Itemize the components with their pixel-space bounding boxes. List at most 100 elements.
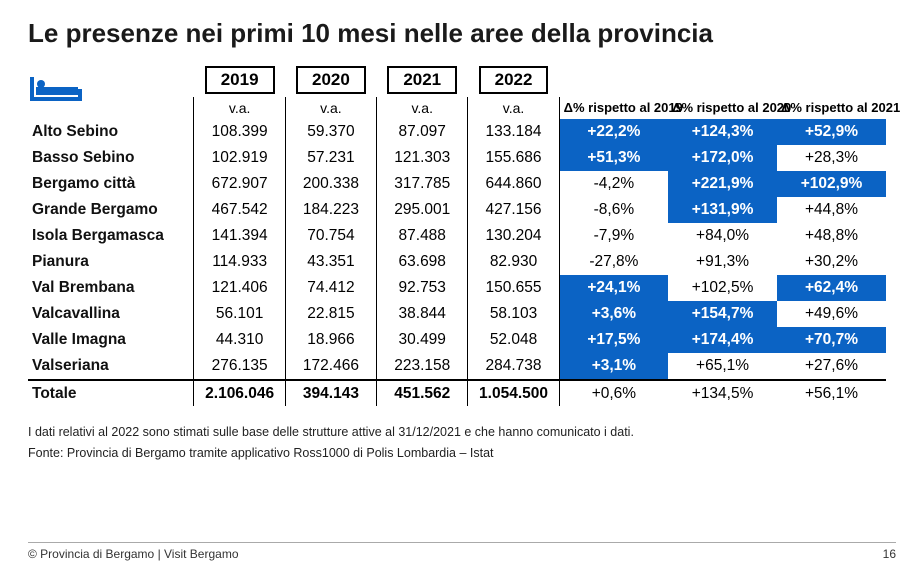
- bed-icon: [28, 92, 86, 109]
- value-cell: 467.542: [194, 197, 285, 223]
- sub-va: v.a.: [194, 97, 285, 119]
- value-cell: 317.785: [377, 171, 468, 197]
- table-row: Valle Imagna44.31018.96630.49952.048+17,…: [28, 327, 886, 353]
- value-cell: 133.184: [468, 119, 559, 145]
- value-cell: 87.097: [377, 119, 468, 145]
- value-cell: 150.655: [468, 275, 559, 301]
- header-row-years: 2019 2020 2021 2022: [28, 63, 886, 97]
- delta-cell: +174,4%: [668, 327, 777, 353]
- delta-cell: +44,8%: [777, 197, 886, 223]
- table-row: Valseriana276.135172.466223.158284.738+3…: [28, 353, 886, 380]
- table-row: Val Brembana121.40674.41292.753150.655+2…: [28, 275, 886, 301]
- value-cell: 108.399: [194, 119, 285, 145]
- delta-header-2020: Δ% rispetto al 2020: [668, 97, 777, 119]
- value-cell: 184.223: [285, 197, 376, 223]
- delta-cell: +102,9%: [777, 171, 886, 197]
- sub-va: v.a.: [468, 97, 559, 119]
- total-2022: 1.054.500: [468, 380, 559, 406]
- value-cell: 427.156: [468, 197, 559, 223]
- footnote-estimate: I dati relativi al 2022 sono stimati sul…: [28, 422, 886, 443]
- value-cell: 38.844: [377, 301, 468, 327]
- table-row: Pianura114.93343.35163.69882.930-27,8%+9…: [28, 249, 886, 275]
- delta-cell: +48,8%: [777, 223, 886, 249]
- value-cell: 172.466: [285, 353, 376, 380]
- delta-cell: +3,6%: [559, 301, 668, 327]
- year-2020: 2020: [296, 66, 366, 94]
- delta-header-2019: Δ% rispetto al 2019: [559, 97, 668, 119]
- value-cell: 121.303: [377, 145, 468, 171]
- value-cell: 130.204: [468, 223, 559, 249]
- delta-cell: +172,0%: [668, 145, 777, 171]
- row-label: Val Brembana: [28, 275, 194, 301]
- value-cell: 18.966: [285, 327, 376, 353]
- year-2021: 2021: [387, 66, 457, 94]
- sub-va: v.a.: [285, 97, 376, 119]
- total-2020: 394.143: [285, 380, 376, 406]
- row-label: Valcavallina: [28, 301, 194, 327]
- row-label: Valseriana: [28, 353, 194, 380]
- table-row: Isola Bergamasca141.39470.75487.488130.2…: [28, 223, 886, 249]
- value-cell: 141.394: [194, 223, 285, 249]
- table-row: Basso Sebino102.91957.231121.303155.686+…: [28, 145, 886, 171]
- total-d2019: +0,6%: [559, 380, 668, 406]
- delta-cell: +221,9%: [668, 171, 777, 197]
- total-2019: 2.106.046: [194, 380, 285, 406]
- value-cell: 276.135: [194, 353, 285, 380]
- total-d2021: +56,1%: [777, 380, 886, 406]
- table-row: Valcavallina56.10122.81538.84458.103+3,6…: [28, 301, 886, 327]
- delta-cell: -7,9%: [559, 223, 668, 249]
- delta-cell: +52,9%: [777, 119, 886, 145]
- value-cell: 56.101: [194, 301, 285, 327]
- delta-cell: +124,3%: [668, 119, 777, 145]
- data-table: 2019 2020 2021 2022 v.a. v.a. v.a. v.a. …: [28, 63, 886, 406]
- value-cell: 30.499: [377, 327, 468, 353]
- value-cell: 82.930: [468, 249, 559, 275]
- total-label: Totale: [28, 380, 194, 406]
- value-cell: 22.815: [285, 301, 376, 327]
- sub-va: v.a.: [377, 97, 468, 119]
- footnote-source: Fonte: Provincia di Bergamo tramite appl…: [28, 443, 886, 464]
- delta-cell: +91,3%: [668, 249, 777, 275]
- value-cell: 200.338: [285, 171, 376, 197]
- value-cell: 59.370: [285, 119, 376, 145]
- page-number: 16: [883, 547, 896, 561]
- copyright: © Provincia di Bergamo | Visit Bergamo: [28, 547, 239, 561]
- value-cell: 155.686: [468, 145, 559, 171]
- value-cell: 74.412: [285, 275, 376, 301]
- row-label: Grande Bergamo: [28, 197, 194, 223]
- value-cell: 87.488: [377, 223, 468, 249]
- value-cell: 92.753: [377, 275, 468, 301]
- delta-cell: +62,4%: [777, 275, 886, 301]
- delta-cell: +28,3%: [777, 145, 886, 171]
- delta-cell: +84,0%: [668, 223, 777, 249]
- delta-cell: +27,6%: [777, 353, 886, 380]
- delta-cell: +70,7%: [777, 327, 886, 353]
- delta-cell: +24,1%: [559, 275, 668, 301]
- year-2019: 2019: [205, 66, 275, 94]
- delta-cell: +22,2%: [559, 119, 668, 145]
- table-row: Grande Bergamo467.542184.223295.001427.1…: [28, 197, 886, 223]
- value-cell: 63.698: [377, 249, 468, 275]
- value-cell: 52.048: [468, 327, 559, 353]
- delta-cell: +102,5%: [668, 275, 777, 301]
- delta-cell: +154,7%: [668, 301, 777, 327]
- total-d2020: +134,5%: [668, 380, 777, 406]
- delta-cell: -4,2%: [559, 171, 668, 197]
- delta-cell: -8,6%: [559, 197, 668, 223]
- value-cell: 70.754: [285, 223, 376, 249]
- table-row: Alto Sebino108.39959.37087.097133.184+22…: [28, 119, 886, 145]
- row-label: Valle Imagna: [28, 327, 194, 353]
- row-label: Basso Sebino: [28, 145, 194, 171]
- value-cell: 121.406: [194, 275, 285, 301]
- delta-cell: -27,8%: [559, 249, 668, 275]
- delta-header-2021: Δ% rispetto al 2021: [777, 97, 886, 119]
- table-row: Bergamo città672.907200.338317.785644.86…: [28, 171, 886, 197]
- value-cell: 58.103: [468, 301, 559, 327]
- delta-cell: +65,1%: [668, 353, 777, 380]
- value-cell: 114.933: [194, 249, 285, 275]
- value-cell: 672.907: [194, 171, 285, 197]
- row-label: Pianura: [28, 249, 194, 275]
- year-2022: 2022: [479, 66, 549, 94]
- value-cell: 57.231: [285, 145, 376, 171]
- delta-cell: +131,9%: [668, 197, 777, 223]
